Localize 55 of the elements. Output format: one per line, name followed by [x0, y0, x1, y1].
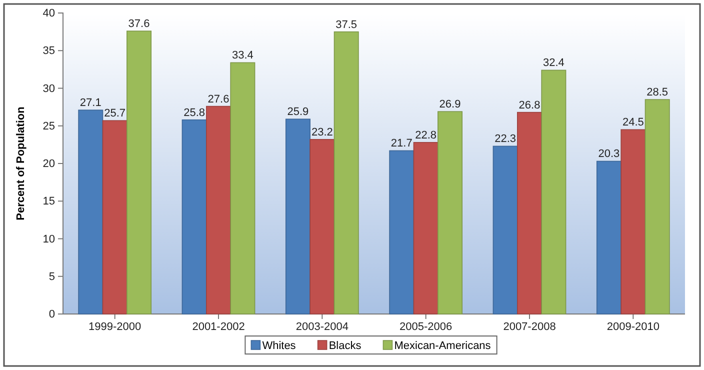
bar: [541, 70, 566, 314]
bar: [517, 112, 542, 314]
data-label: 22.8: [415, 129, 437, 142]
bar: [78, 110, 104, 314]
legend-label: Blacks: [328, 340, 362, 352]
legend-label: Mexican-Americans: [394, 340, 492, 352]
data-label: 33.4: [232, 50, 254, 62]
x-tick-label: 2005-2006: [400, 320, 452, 333]
bar: [413, 142, 438, 314]
legend-label: Whites: [262, 340, 296, 352]
bar: [620, 129, 646, 314]
data-label: 26.9: [439, 98, 461, 111]
data-label: 32.4: [542, 57, 564, 70]
y-tick-label: 15: [42, 196, 55, 208]
y-tick-label: 40: [42, 8, 55, 20]
y-axis-title: Percent of Population: [15, 106, 27, 220]
bar: [126, 30, 152, 314]
bar: [285, 118, 310, 314]
data-label: 27.1: [80, 97, 102, 110]
data-label: 27.6: [208, 93, 230, 106]
bar: [310, 139, 335, 314]
x-tick-label: 2003-2004: [296, 320, 348, 333]
data-label: 20.3: [598, 148, 620, 160]
bar: [438, 111, 463, 314]
data-label: 24.5: [622, 116, 644, 129]
data-label: 21.7: [390, 138, 412, 150]
data-label: 23.2: [311, 126, 333, 138]
x-tick-label: 1999-2000: [88, 320, 142, 333]
x-tick-label: 2007-2008: [503, 320, 556, 333]
data-label: 37.6: [128, 18, 150, 30]
y-tick-label: 30: [42, 82, 55, 95]
data-label: 25.7: [104, 108, 126, 120]
bar: [182, 119, 207, 314]
data-label: 25.9: [287, 106, 309, 118]
bar: [102, 120, 128, 314]
bar: [644, 99, 670, 314]
bar: [492, 146, 518, 314]
bar: [389, 150, 414, 314]
data-label: 25.8: [184, 106, 206, 119]
y-tick-label: 25: [42, 120, 55, 132]
y-tick-label: 5: [48, 270, 55, 283]
bar: [334, 31, 359, 314]
data-label: 26.8: [518, 99, 540, 112]
data-label: 22.3: [494, 133, 516, 146]
y-tick-label: 20: [42, 158, 55, 170]
data-label: 37.5: [336, 18, 358, 31]
x-tick-label: 2009-2010: [606, 320, 660, 333]
bar: [596, 160, 622, 314]
y-tick-label: 0: [48, 308, 55, 321]
bar: [230, 62, 256, 314]
y-tick-label: 35: [42, 45, 55, 58]
data-label: 28.5: [646, 86, 668, 99]
bar: [206, 106, 231, 314]
y-tick-label: 10: [42, 233, 55, 246]
x-tick-label: 2001-2002: [192, 320, 245, 333]
